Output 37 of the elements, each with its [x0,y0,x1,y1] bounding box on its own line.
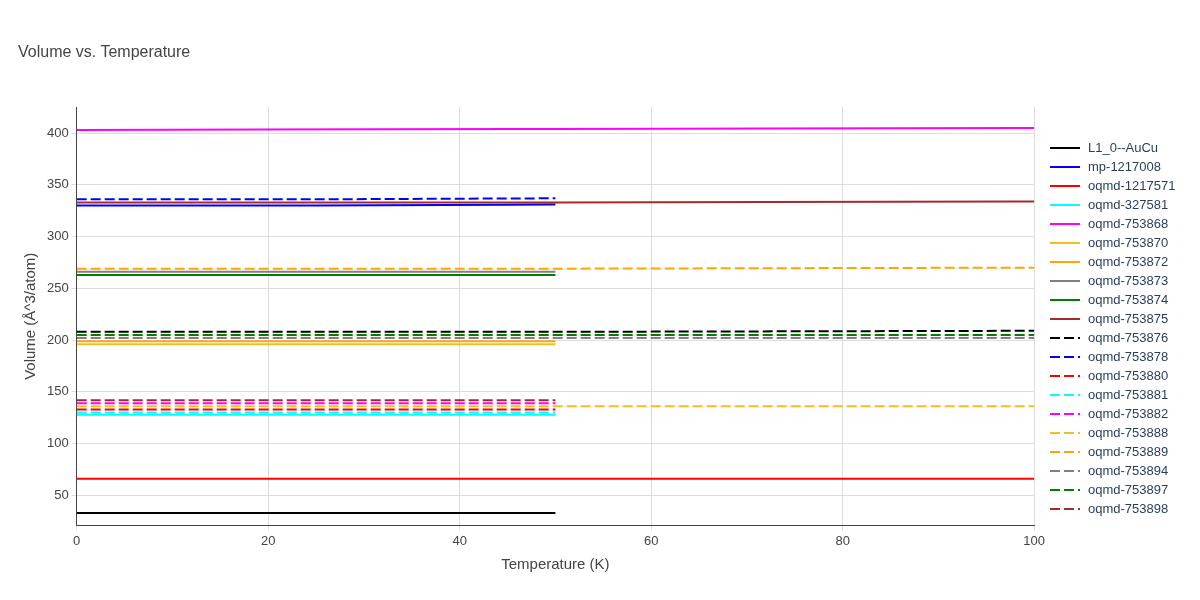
y-tick-label: 300 [46,228,69,244]
legend-label: oqmd-753898 [1088,501,1169,516]
y-tick-label: 50 [54,486,69,502]
legend-label: oqmd-327581 [1088,197,1169,212]
legend-label: oqmd-753894 [1088,463,1169,478]
y-tick-label: 100 [46,435,69,451]
legend-label: oqmd-753897 [1088,482,1169,497]
y-tick-label: 400 [46,124,69,140]
legend-label: oqmd-753882 [1088,406,1169,421]
x-tick-label: 20 [260,532,276,548]
legend-label: oqmd-753870 [1088,235,1169,250]
legend-label: oqmd-753878 [1088,349,1169,364]
y-axis-title: Volume (Å^3/atom) [21,252,39,380]
legend-label: oqmd-1217571 [1088,178,1176,193]
legend-label: oqmd-753873 [1088,273,1169,288]
x-tick-label: 60 [643,532,659,548]
y-tick-label: 350 [46,176,69,192]
legend-label: oqmd-753868 [1088,216,1169,231]
legend-label: oqmd-753888 [1088,425,1169,440]
x-tick-label: 100 [1023,532,1046,548]
legend-label: oqmd-753889 [1088,444,1169,459]
y-tick-label: 250 [46,279,69,295]
legend-label: L1_0--AuCu [1088,140,1159,155]
chart-title: Volume vs. Temperature [18,43,191,61]
x-tick-label: 80 [835,532,850,548]
legend-label: oqmd-753881 [1088,387,1169,402]
x-tick-label: 0 [73,532,81,548]
legend-label: oqmd-753880 [1088,368,1169,383]
y-tick-label: 150 [46,383,69,399]
legend-label: oqmd-753876 [1088,330,1169,345]
y-tick-label: 200 [46,331,69,347]
legend-label: oqmd-753874 [1088,292,1169,307]
legend-label: mp-1217008 [1088,159,1161,174]
x-axis-title: Temperature (K) [501,555,610,573]
x-tick-label: 40 [452,532,467,548]
legend-label: oqmd-753872 [1088,254,1169,269]
legend-label: oqmd-753875 [1088,311,1169,326]
